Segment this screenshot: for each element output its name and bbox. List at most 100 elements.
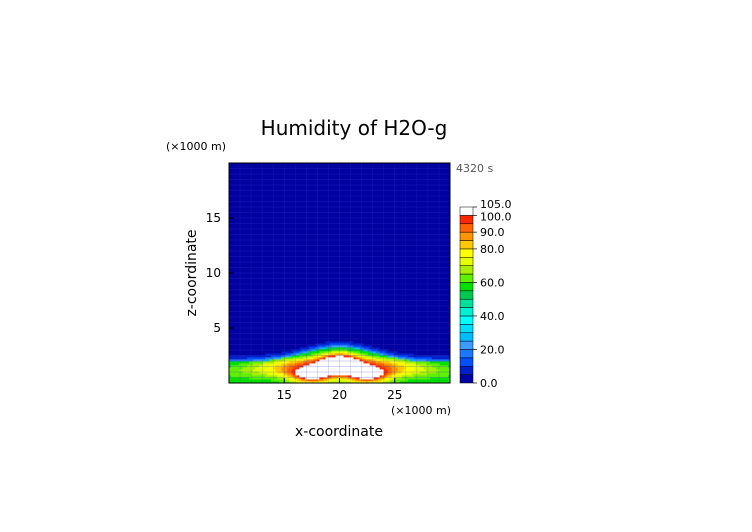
field-cell	[235, 367, 238, 370]
field-cell	[247, 359, 250, 362]
field-cell	[231, 257, 234, 260]
field-cell	[249, 293, 252, 296]
field-cell	[247, 251, 250, 254]
field-cell	[235, 333, 238, 336]
field-cell	[255, 371, 258, 374]
field-cell	[233, 195, 236, 198]
field-cell	[259, 235, 262, 238]
field-cell	[261, 175, 264, 178]
field-cell	[255, 281, 258, 284]
field-cell	[233, 275, 236, 278]
field-cell	[251, 291, 254, 294]
field-cell	[243, 325, 246, 328]
field-cell	[243, 235, 246, 238]
field-cell	[255, 311, 258, 314]
field-cell	[255, 185, 258, 188]
field-cell	[255, 349, 258, 352]
field-cell	[255, 207, 258, 210]
field-cell	[249, 195, 252, 198]
field-cell	[259, 211, 262, 214]
field-cell	[231, 333, 234, 336]
field-cell	[245, 187, 248, 190]
field-cell	[249, 259, 252, 262]
field-cell	[231, 169, 234, 172]
field-cell	[239, 309, 242, 312]
field-cell	[261, 229, 264, 232]
field-cell	[261, 331, 264, 334]
field-cell	[233, 187, 236, 190]
field-cell	[261, 245, 264, 248]
field-cell	[261, 205, 264, 208]
field-cell	[261, 277, 264, 280]
field-cell	[253, 271, 256, 274]
field-cell	[253, 165, 256, 168]
field-cell	[233, 297, 236, 300]
field-cell	[253, 189, 256, 192]
field-cell	[247, 191, 250, 194]
field-cell	[235, 277, 238, 280]
field-cell	[237, 321, 240, 324]
field-cell	[247, 309, 250, 312]
field-cell	[239, 239, 242, 242]
field-cell	[243, 351, 246, 354]
field-cell	[229, 323, 232, 326]
field-cell	[243, 255, 246, 258]
field-cell	[241, 295, 244, 298]
field-cell	[259, 373, 262, 376]
field-cell	[241, 299, 244, 302]
field-cell	[253, 347, 256, 350]
field-cell	[263, 325, 266, 328]
field-cell	[255, 319, 258, 322]
field-cell	[261, 235, 264, 238]
field-cell	[263, 337, 266, 340]
field-cell	[237, 201, 240, 204]
field-cell	[235, 291, 238, 294]
field-cell	[253, 243, 256, 246]
field-cell	[261, 181, 264, 184]
field-cell	[229, 355, 232, 358]
field-cell	[259, 329, 262, 332]
field-cell	[233, 253, 236, 256]
field-cell	[251, 381, 254, 384]
field-cell	[235, 177, 238, 180]
field-cell	[237, 235, 240, 238]
field-cell	[239, 359, 242, 362]
field-cell	[255, 335, 258, 338]
field-cell	[259, 377, 262, 380]
field-cell	[249, 211, 252, 214]
field-cell	[233, 371, 236, 374]
field-cell	[241, 351, 244, 354]
field-cell	[241, 381, 244, 384]
field-cell	[249, 295, 252, 298]
field-cell	[251, 259, 254, 262]
field-cell	[253, 223, 256, 226]
field-cell	[243, 273, 246, 276]
field-cell	[247, 197, 250, 200]
field-cell	[231, 225, 234, 228]
field-cell	[259, 219, 262, 222]
field-cell	[235, 347, 238, 350]
field-cell	[259, 365, 262, 368]
field-cell	[237, 199, 240, 202]
field-cell	[251, 283, 254, 286]
field-cell	[255, 173, 258, 176]
field-cell	[249, 201, 252, 204]
field-cell	[257, 351, 260, 354]
field-cell	[241, 171, 244, 174]
field-cell	[253, 325, 256, 328]
field-cell	[251, 353, 254, 356]
field-cell	[235, 197, 238, 200]
field-cell	[243, 281, 246, 284]
field-cell	[255, 277, 258, 280]
field-cell	[243, 277, 246, 280]
field-cell	[259, 215, 262, 218]
field-cell	[251, 297, 254, 300]
field-cell	[257, 353, 260, 356]
field-cell	[243, 253, 246, 256]
field-cell	[237, 291, 240, 294]
field-cell	[247, 189, 250, 192]
field-cell	[247, 377, 250, 380]
field-cell	[247, 277, 250, 280]
field-cell	[251, 307, 254, 310]
field-cell	[231, 253, 234, 256]
